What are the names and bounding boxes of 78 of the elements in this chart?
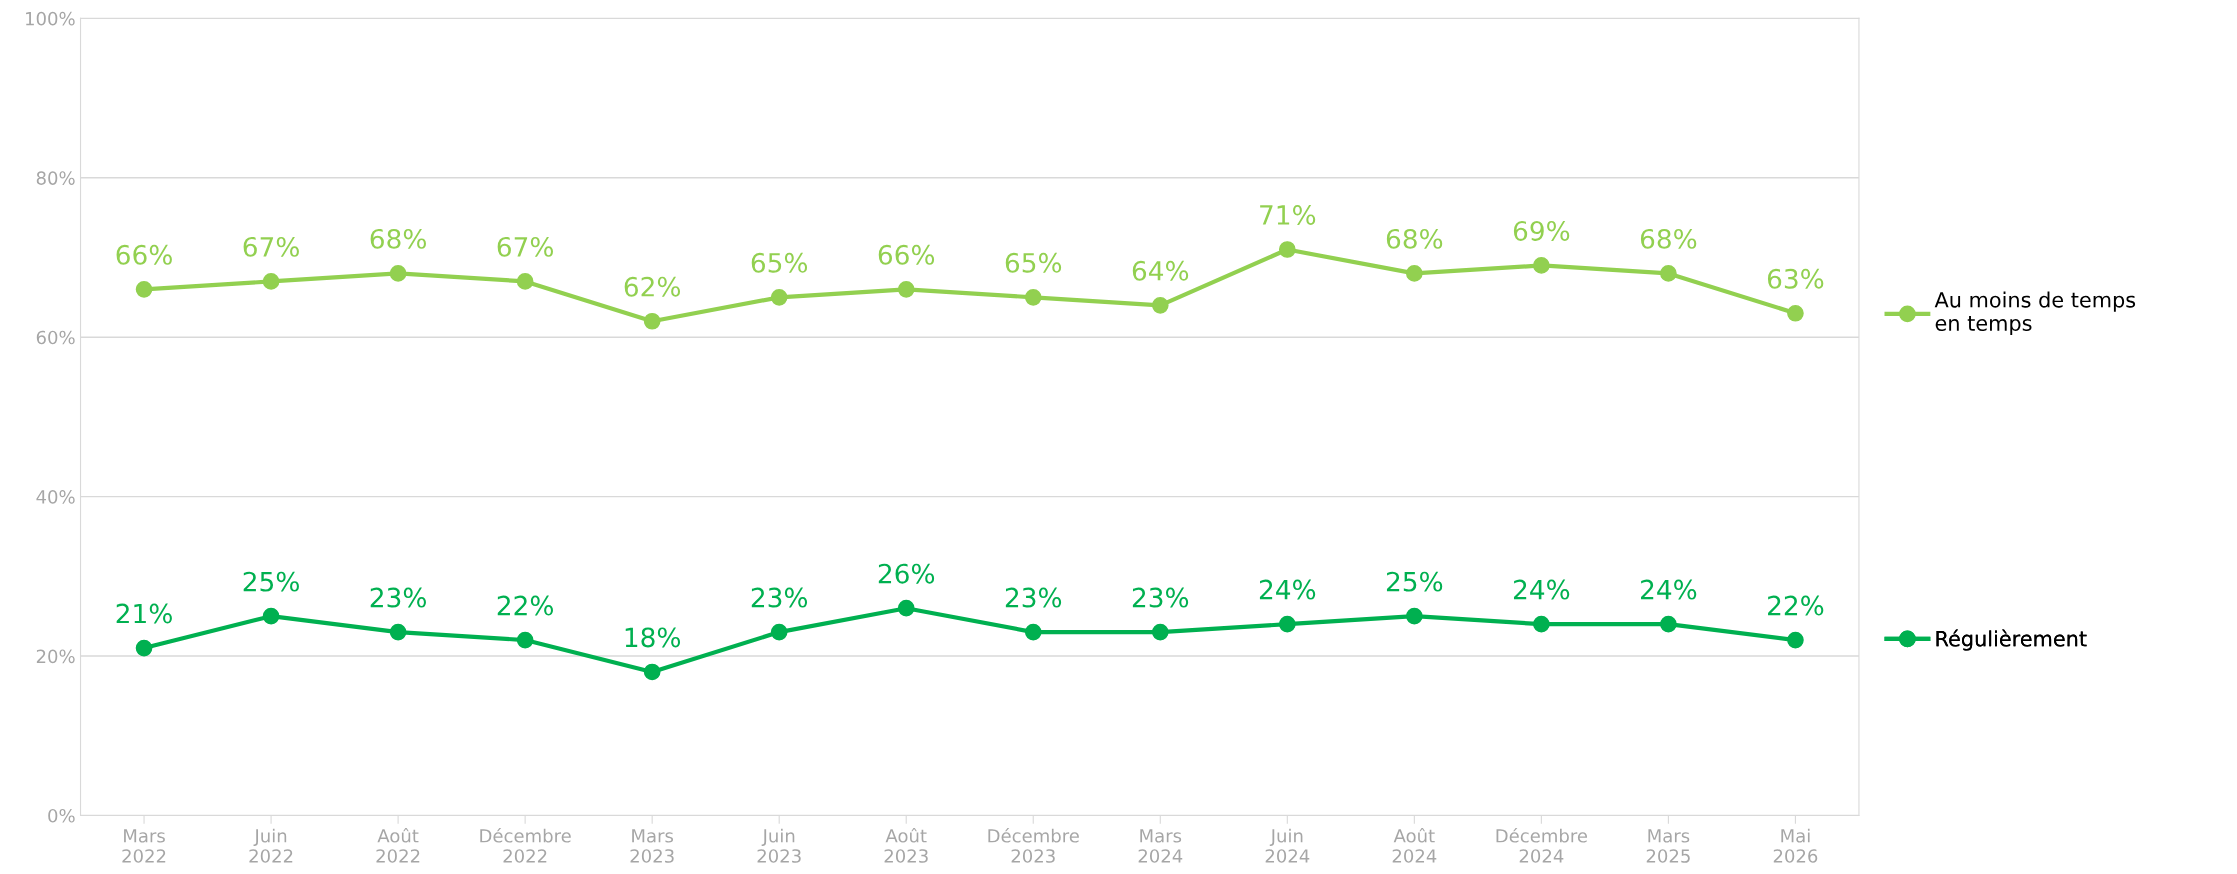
data-label: 67%	[497, 236, 554, 257]
data-label: 23%	[1005, 587, 1062, 608]
data-label: 24%	[1259, 579, 1316, 600]
x-tick-label: Mars 2022	[122, 829, 166, 863]
data-label: 21%	[116, 603, 172, 624]
point	[1787, 631, 1804, 649]
point	[135, 639, 153, 657]
point	[516, 273, 534, 290]
point	[770, 289, 788, 306]
point	[643, 663, 661, 681]
data-label: 23%	[751, 587, 808, 608]
point	[389, 623, 407, 641]
point	[389, 265, 407, 282]
data-label: 66%	[116, 244, 172, 265]
x-tick-label: Décembre 2022	[480, 827, 571, 863]
data-label: 22%	[497, 595, 554, 616]
data-label: 25%	[243, 571, 299, 592]
data-label: 63%	[1767, 268, 1824, 289]
point	[1787, 304, 1804, 322]
point	[1660, 615, 1677, 633]
data-label: 66%	[878, 244, 935, 265]
y-tick-label: 20%	[36, 649, 75, 664]
point	[1024, 623, 1042, 641]
y-tick-label: 40%	[36, 490, 75, 504]
data-label: 71%	[1260, 204, 1316, 225]
data-label: 24%	[1513, 579, 1570, 600]
data-label: 24%	[1641, 579, 1697, 600]
point	[262, 273, 280, 290]
point	[1406, 265, 1423, 282]
point	[897, 281, 915, 298]
x-tick-label: Juin 2022	[249, 828, 293, 863]
data-label: 68%	[1386, 228, 1443, 249]
data-label: 65%	[751, 252, 808, 273]
data-label: 68%	[1640, 228, 1697, 249]
y-tick-label: 80%	[36, 171, 75, 185]
x-tick-label: Mars 2024	[1138, 829, 1183, 863]
data-label: 68%	[370, 228, 426, 249]
data-label: 23%	[370, 587, 426, 608]
data-label: 18%	[625, 627, 681, 648]
point	[135, 281, 153, 298]
x-tick-label: Mars 2025	[1646, 829, 1690, 863]
x-tick-label: Décembre 2024	[1496, 827, 1588, 863]
data-label: 23%	[1132, 587, 1189, 608]
data-label: 25%	[1386, 571, 1443, 592]
x-tick-label: Août 2024	[1392, 827, 1437, 863]
legend-label: Régulièrement	[1936, 629, 2087, 651]
data-label: 26%	[878, 563, 935, 584]
point	[516, 631, 534, 649]
point	[1406, 607, 1423, 625]
point	[643, 312, 661, 330]
point	[1024, 289, 1042, 306]
data-label: 65%	[1005, 252, 1062, 273]
point	[1151, 623, 1169, 641]
data-label: 22%	[1768, 595, 1824, 616]
x-tick-label: Mai 2026	[1773, 828, 1818, 863]
x-tick-label: Août 2023	[884, 827, 928, 863]
y-tick-label: 60%	[36, 330, 75, 345]
point	[1533, 257, 1550, 274]
point	[770, 623, 788, 641]
y-tick-label: 100%	[26, 11, 75, 26]
y-tick-label: 0%	[48, 808, 75, 823]
x-tick-label: Juin 2023	[757, 828, 801, 863]
data-label: 64%	[1132, 260, 1189, 281]
point	[1151, 296, 1169, 314]
legend-label: Au moins de temps en temps	[1934, 291, 2136, 336]
data-label: 62%	[624, 276, 681, 297]
data-label: 69%	[1513, 220, 1570, 241]
point	[262, 607, 280, 625]
point	[897, 599, 915, 617]
point	[1278, 615, 1296, 633]
x-tick-label: Août 2022	[376, 827, 420, 863]
point	[1660, 265, 1677, 282]
x-tick-label: Mars 2023	[630, 829, 674, 863]
x-tick-label: Juin 2024	[1265, 828, 1310, 863]
point	[1278, 241, 1296, 258]
point	[1533, 615, 1550, 633]
x-tick-label: Décembre 2023	[988, 827, 1079, 863]
data-label: 67%	[243, 236, 299, 257]
